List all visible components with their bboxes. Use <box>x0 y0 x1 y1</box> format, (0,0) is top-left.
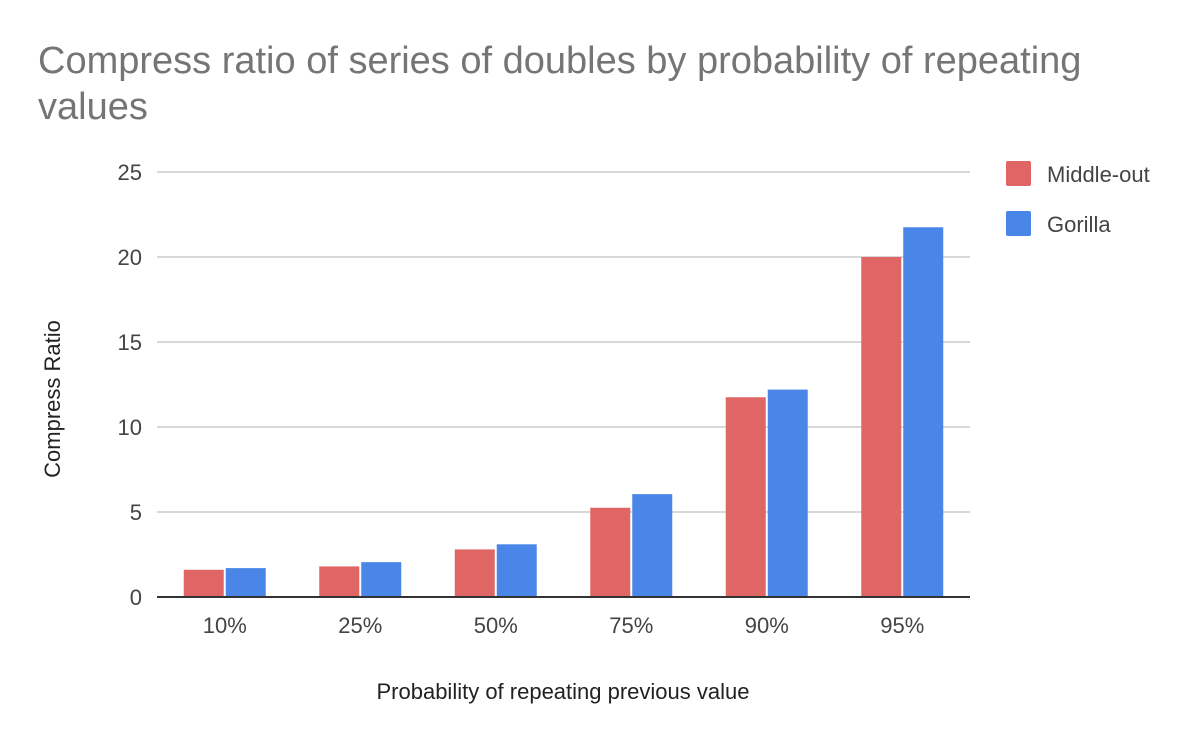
gridlines <box>157 171 970 513</box>
bar-middle-out <box>861 257 902 597</box>
y-tick-label: 5 <box>130 500 142 525</box>
x-tick-label: 95% <box>880 613 924 638</box>
y-tick-label: 10 <box>118 415 142 440</box>
x-tick-label: 75% <box>609 613 653 638</box>
bar-middle-out <box>590 507 631 597</box>
legend-swatch <box>1006 161 1031 186</box>
y-tick-label: 15 <box>118 330 142 355</box>
y-tick-labels: 0 5 10 15 20 25 <box>118 160 142 610</box>
bar-middle-out <box>319 566 360 597</box>
x-tick-label: 50% <box>474 613 518 638</box>
y-tick-label: 25 <box>118 160 142 185</box>
y-tick-label: 20 <box>118 245 142 270</box>
bar-gorilla <box>767 389 808 597</box>
bars <box>183 227 944 597</box>
bar-gorilla <box>361 562 402 597</box>
bar-gorilla <box>225 568 266 597</box>
y-tick-label: 0 <box>130 585 142 610</box>
bar-middle-out <box>183 569 224 597</box>
y-axis-label: Compress Ratio <box>40 320 65 478</box>
bar-gorilla <box>496 544 537 597</box>
bar-gorilla <box>903 227 944 597</box>
legend-swatch <box>1006 211 1031 236</box>
x-tick-label: 25% <box>338 613 382 638</box>
legend: Middle-out Gorilla <box>1006 161 1150 237</box>
x-tick-labels: 10% 25% 50% 75% 90% 95% <box>203 613 925 638</box>
x-tick-label: 10% <box>203 613 247 638</box>
chart-title: Compress ratio of series of doubles by p… <box>38 40 1082 128</box>
x-tick-label: 90% <box>745 613 789 638</box>
bar-middle-out <box>725 397 766 597</box>
legend-label: Gorilla <box>1047 212 1111 237</box>
x-axis-label: Probability of repeating previous value <box>376 679 749 704</box>
bar-gorilla <box>632 494 673 597</box>
bar-middle-out <box>454 549 495 597</box>
legend-label: Middle-out <box>1047 162 1150 187</box>
